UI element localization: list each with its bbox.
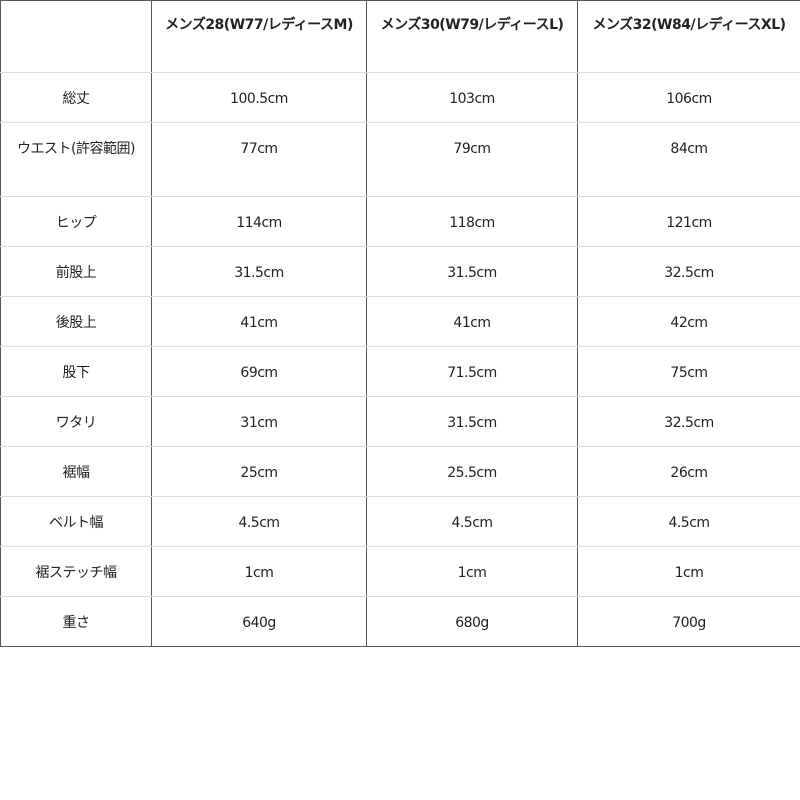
row-label: 股下 (0, 346, 152, 397)
table-cell: 79cm (366, 122, 578, 197)
table-cell: 103cm (366, 72, 578, 123)
table-cell: 42cm (577, 296, 800, 347)
table-cell: 25.5cm (366, 446, 578, 497)
table-row: ワタリ 31cm 31.5cm 32.5cm (0, 396, 800, 447)
header-row: メンズ28(W77/レディースM) メンズ30(W79/レディースL) メンズ3… (0, 0, 800, 73)
table-cell: 106cm (577, 72, 800, 123)
table-cell: 26cm (577, 446, 800, 497)
table-cell: 640g (151, 596, 367, 647)
table-cell: 25cm (151, 446, 367, 497)
table-row: 裾幅 25cm 25.5cm 26cm (0, 446, 800, 497)
header-empty (0, 0, 152, 73)
table-cell: 31.5cm (366, 246, 578, 297)
table-cell: 118cm (366, 196, 578, 247)
row-label: ベルト幅 (0, 496, 152, 547)
size-table: メンズ28(W77/レディースM) メンズ30(W79/レディースL) メンズ3… (0, 0, 800, 647)
table-row: ヒップ 114cm 118cm 121cm (0, 196, 800, 247)
table-cell: 31.5cm (151, 246, 367, 297)
table-row: 総丈 100.5cm 103cm 106cm (0, 72, 800, 123)
table-row: 重さ 640g 680g 700g (0, 596, 800, 647)
table-cell: 31cm (151, 396, 367, 447)
table-row: 股下 69cm 71.5cm 75cm (0, 346, 800, 397)
row-label: 総丈 (0, 72, 152, 123)
header-size-30: メンズ30(W79/レディースL) (366, 0, 578, 73)
table-cell: 1cm (151, 546, 367, 597)
row-label: 前股上 (0, 246, 152, 297)
table-cell: 121cm (577, 196, 800, 247)
table-row: 後股上 41cm 41cm 42cm (0, 296, 800, 347)
table-cell: 100.5cm (151, 72, 367, 123)
header-size-32: メンズ32(W84/レディースXL) (577, 0, 800, 73)
row-label: ワタリ (0, 396, 152, 447)
table-cell: 31.5cm (366, 396, 578, 447)
table-cell: 71.5cm (366, 346, 578, 397)
row-label: ウエスト(許容範囲) (0, 122, 152, 197)
row-label: 裾ステッチ幅 (0, 546, 152, 597)
table-cell: 77cm (151, 122, 367, 197)
row-label: 重さ (0, 596, 152, 647)
table-cell: 700g (577, 596, 800, 647)
table-cell: 1cm (577, 546, 800, 597)
row-label: ヒップ (0, 196, 152, 247)
table-cell: 4.5cm (151, 496, 367, 547)
table-cell: 32.5cm (577, 246, 800, 297)
table-cell: 84cm (577, 122, 800, 197)
table-cell: 114cm (151, 196, 367, 247)
table-cell: 4.5cm (577, 496, 800, 547)
table-cell: 1cm (366, 546, 578, 597)
table-cell: 41cm (366, 296, 578, 347)
table-row: 前股上 31.5cm 31.5cm 32.5cm (0, 246, 800, 297)
table-row: ベルト幅 4.5cm 4.5cm 4.5cm (0, 496, 800, 547)
table-cell: 32.5cm (577, 396, 800, 447)
table-row: 裾ステッチ幅 1cm 1cm 1cm (0, 546, 800, 597)
table-cell: 69cm (151, 346, 367, 397)
table-cell: 680g (366, 596, 578, 647)
header-size-28: メンズ28(W77/レディースM) (151, 0, 367, 73)
table-row: ウエスト(許容範囲) 77cm 79cm 84cm (0, 122, 800, 197)
row-label: 後股上 (0, 296, 152, 347)
table-cell: 41cm (151, 296, 367, 347)
table-cell: 4.5cm (366, 496, 578, 547)
table-cell: 75cm (577, 346, 800, 397)
row-label: 裾幅 (0, 446, 152, 497)
